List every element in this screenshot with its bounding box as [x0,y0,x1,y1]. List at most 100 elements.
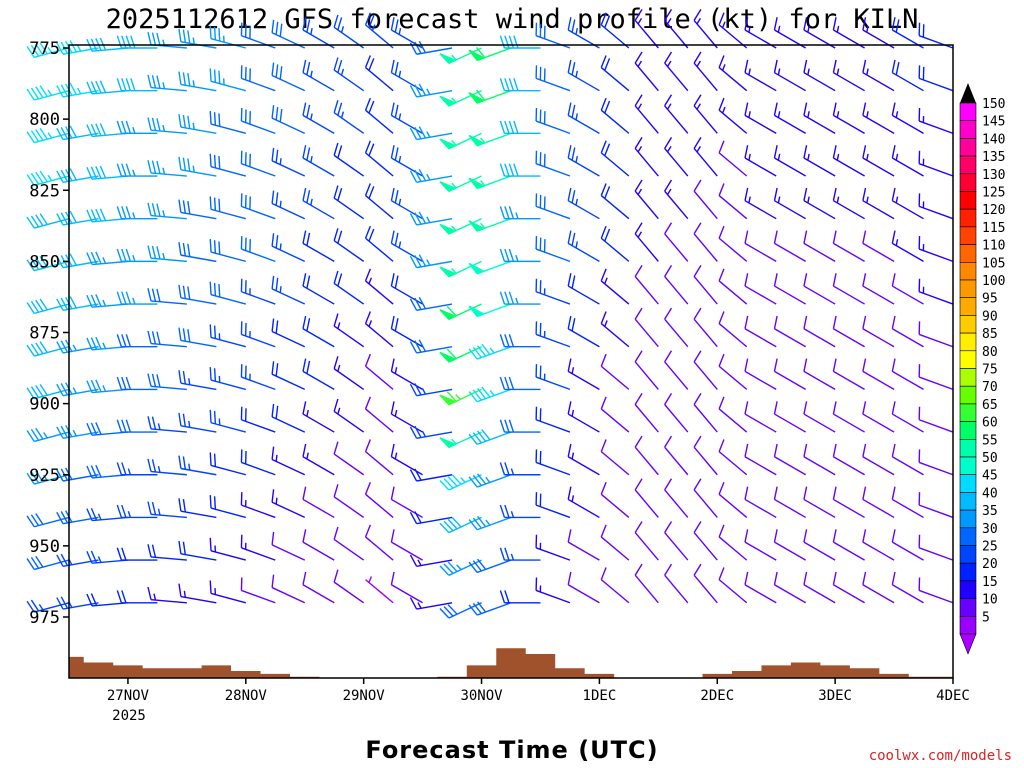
wind-barb [600,183,630,220]
wind-barb [664,137,689,177]
wind-barb [499,547,541,561]
wind-barb [209,196,246,220]
wind-barb [773,529,807,561]
wind-barb [773,273,807,305]
wind-barb [535,108,571,135]
wind-barb [803,529,836,561]
wind-barb [693,393,718,433]
wind-barb [439,346,482,363]
colorbar-swatch [959,456,977,476]
wind-barb [693,179,718,220]
wind-barb [862,102,895,134]
wind-barb [333,484,365,518]
wind-barb [390,59,423,92]
wind-barb [390,145,423,177]
chart-title: 2025112612 GFS forecast wind profile (kt… [106,4,919,35]
wind-barb [891,358,924,391]
colorbar-label: 15 [982,575,998,590]
wind-barb [718,97,748,134]
wind-barb [439,388,482,406]
x-tick-label: 1DEC [583,688,617,704]
colorbar-label: 30 [982,522,998,537]
wind-barb [364,140,394,177]
wind-barb [116,206,158,220]
y-tick-label: 875 [29,324,60,344]
wind-barb [409,554,453,568]
wind-barb [26,42,70,58]
wind-barb [567,315,600,348]
wind-barb [744,401,777,433]
colorbar-swatch [959,403,977,422]
wind-barb [209,367,246,391]
wind-barb [499,163,541,177]
wind-barb [664,179,689,220]
wind-barb [535,278,571,305]
wind-barb [803,187,836,220]
wind-barb [634,350,659,390]
wind-barb [634,307,659,348]
wind-barb [178,412,217,433]
wind-barb [718,439,748,476]
wind-barb [773,102,807,134]
wind-barb [409,511,453,525]
wind-barb [302,102,335,134]
wind-barb [499,334,541,348]
wind-barb [744,273,777,305]
wind-barb [718,524,748,561]
wind-barb [773,358,807,391]
wind-barb [26,298,70,315]
colorbar-swatch [959,492,977,511]
wind-barb [178,327,217,348]
wind-barb [600,55,630,92]
wind-barb [302,529,335,561]
wind-barb [147,245,187,263]
wind-barb [567,443,600,476]
wind-barb [918,406,954,433]
x-tick-label: 29NOV [343,688,386,704]
wind-barb [439,175,482,193]
wind-barb [803,230,836,262]
wind-barb [364,12,394,49]
colorbar-swatch [959,615,977,635]
wind-barb [803,443,836,476]
y-tick-label: 900 [29,395,60,415]
wind-barb [634,563,659,604]
wind-barb [147,202,187,220]
wind-barb [862,315,895,348]
colorbar-top-arrow [960,83,976,103]
colorbar-swatch [959,120,977,139]
wind-barb [178,284,217,305]
colorbar-swatch [959,509,977,529]
wind-barb [271,233,306,263]
wind-barb [773,59,807,92]
wind-barb [209,452,246,476]
wind-barb [862,358,895,391]
wind-barb [333,569,365,604]
wind-barb [364,439,394,476]
wind-barb [832,571,865,604]
wind-barb [439,47,482,65]
wind-barb [439,602,482,619]
wind-barb [116,419,158,433]
wind-barb [116,376,158,391]
wind-barb [56,510,99,525]
wind-barb [600,97,630,134]
wind-barb [600,396,630,433]
wind-barb [862,529,895,561]
colorbar-swatch [959,315,977,334]
wind-barb [862,187,895,220]
wind-barb [147,458,187,476]
wind-barb [147,373,187,391]
colorbar-swatch [959,208,977,228]
wind-barb [918,22,954,49]
wind-barb [240,492,276,519]
wind-barb [664,265,689,305]
wind-barb [803,59,836,92]
wind-barb [390,102,423,134]
wind-barb [209,409,246,433]
wind-barb [364,396,394,433]
wind-barb [116,504,158,519]
wind-barb [718,311,748,348]
wind-barb [56,168,99,183]
wind-barb [693,521,718,561]
